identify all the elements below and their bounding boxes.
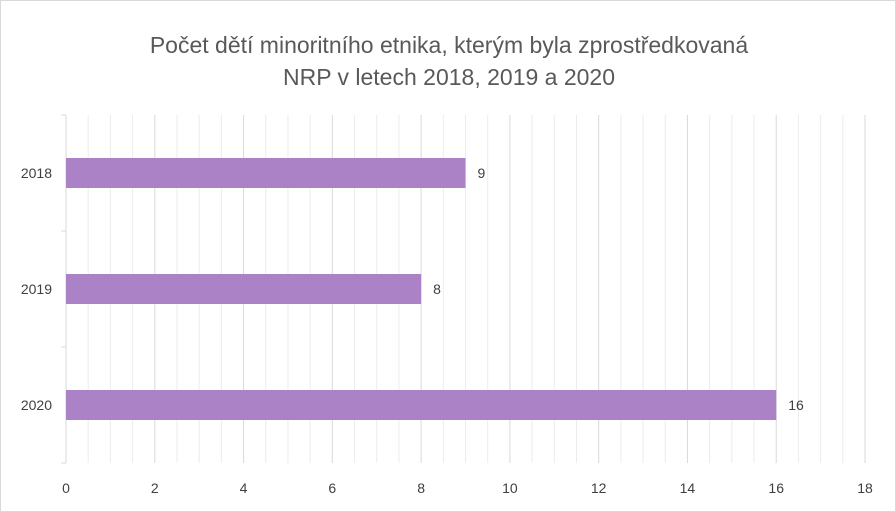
x-tick-label: 0 (62, 480, 70, 496)
x-tick-label: 2 (151, 480, 159, 496)
chart-title-line-1: Počet dětí minoritního etnika, kterým by… (150, 32, 749, 58)
bar (66, 274, 422, 304)
category-label: 2020 (21, 397, 52, 413)
x-tick-label: 12 (591, 480, 607, 496)
data-label: 9 (478, 165, 486, 181)
bars (66, 158, 777, 420)
x-tick-label: 6 (328, 480, 336, 496)
bar (66, 158, 466, 188)
x-tick-label: 18 (857, 480, 873, 496)
chart-title-line-2: NRP v letech 2018, 2019 a 2020 (283, 64, 615, 90)
data-label: 16 (788, 397, 804, 413)
category-label: 2018 (21, 165, 52, 181)
category-label: 2019 (21, 281, 52, 297)
labels: 0 2 4 6 8 10 12 14 16 18 2018 9 2019 8 2020 16 (21, 165, 873, 496)
data-label: 8 (433, 281, 441, 297)
axes (61, 114, 67, 464)
x-tick-label: 16 (768, 480, 784, 496)
x-tick-label: 10 (502, 480, 518, 496)
x-tick-label: 8 (417, 480, 425, 496)
x-tick-label: 4 (240, 480, 248, 496)
bar (66, 390, 777, 420)
x-tick-label: 14 (680, 480, 696, 496)
